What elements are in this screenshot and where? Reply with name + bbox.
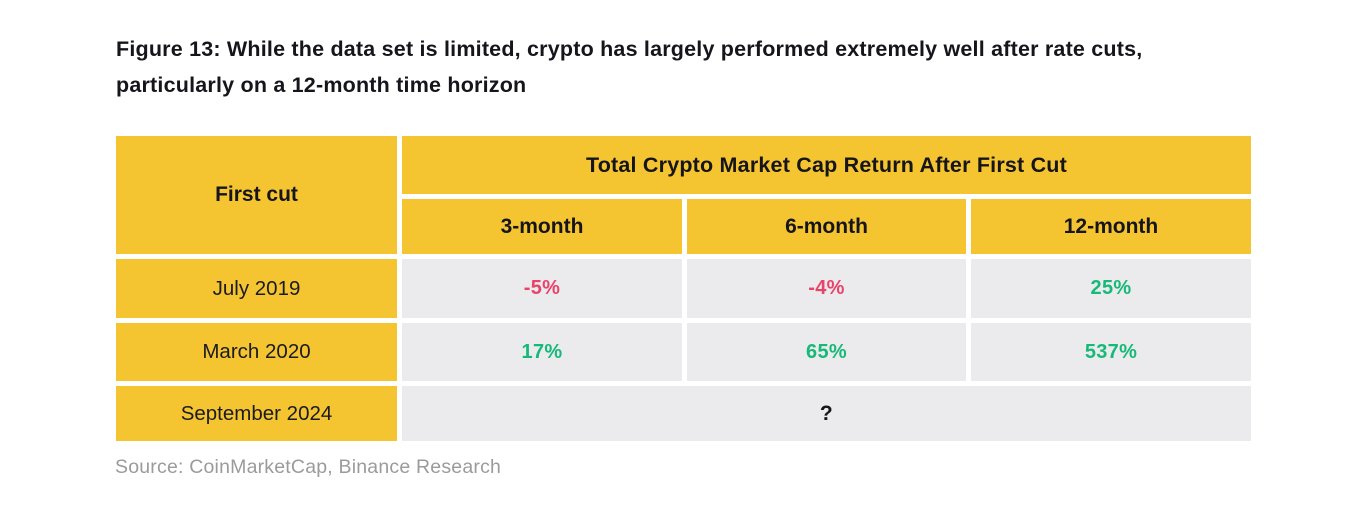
figure-page: Figure 13: While the data set is limited… xyxy=(115,37,1251,478)
row-label-july-2019: July 2019 xyxy=(116,259,397,318)
row-label-september-2024: September 2024 xyxy=(116,386,397,441)
row-label-march-2020: March 2020 xyxy=(116,323,397,381)
value-cell-march-2020-3-month: 17% xyxy=(402,323,682,381)
crypto-returns-table: First cut Total Crypto Market Cap Return… xyxy=(116,136,1251,441)
corner-header-first-cut: First cut xyxy=(116,136,397,254)
value-cell-march-2020-6-month: 65% xyxy=(687,323,966,381)
column-header-12-month: 12-month xyxy=(971,199,1251,254)
value-cell-march-2020-12-month: 537% xyxy=(971,323,1251,381)
value-cell-july-2019-6-month: -4% xyxy=(687,259,966,318)
column-header-6-month: 6-month xyxy=(687,199,966,254)
value-cell-september-2024-unknown: ? xyxy=(402,386,1251,441)
value-cell-july-2019-3-month: -5% xyxy=(402,259,682,318)
figure-title: Figure 13: While the data set is limited… xyxy=(116,37,1143,97)
column-header-3-month: 3-month xyxy=(402,199,682,254)
source-caption: Source: CoinMarketCap, Binance Research xyxy=(115,456,502,478)
group-header-total-return: Total Crypto Market Cap Return After Fir… xyxy=(402,136,1251,194)
value-cell-july-2019-12-month: 25% xyxy=(971,259,1251,318)
